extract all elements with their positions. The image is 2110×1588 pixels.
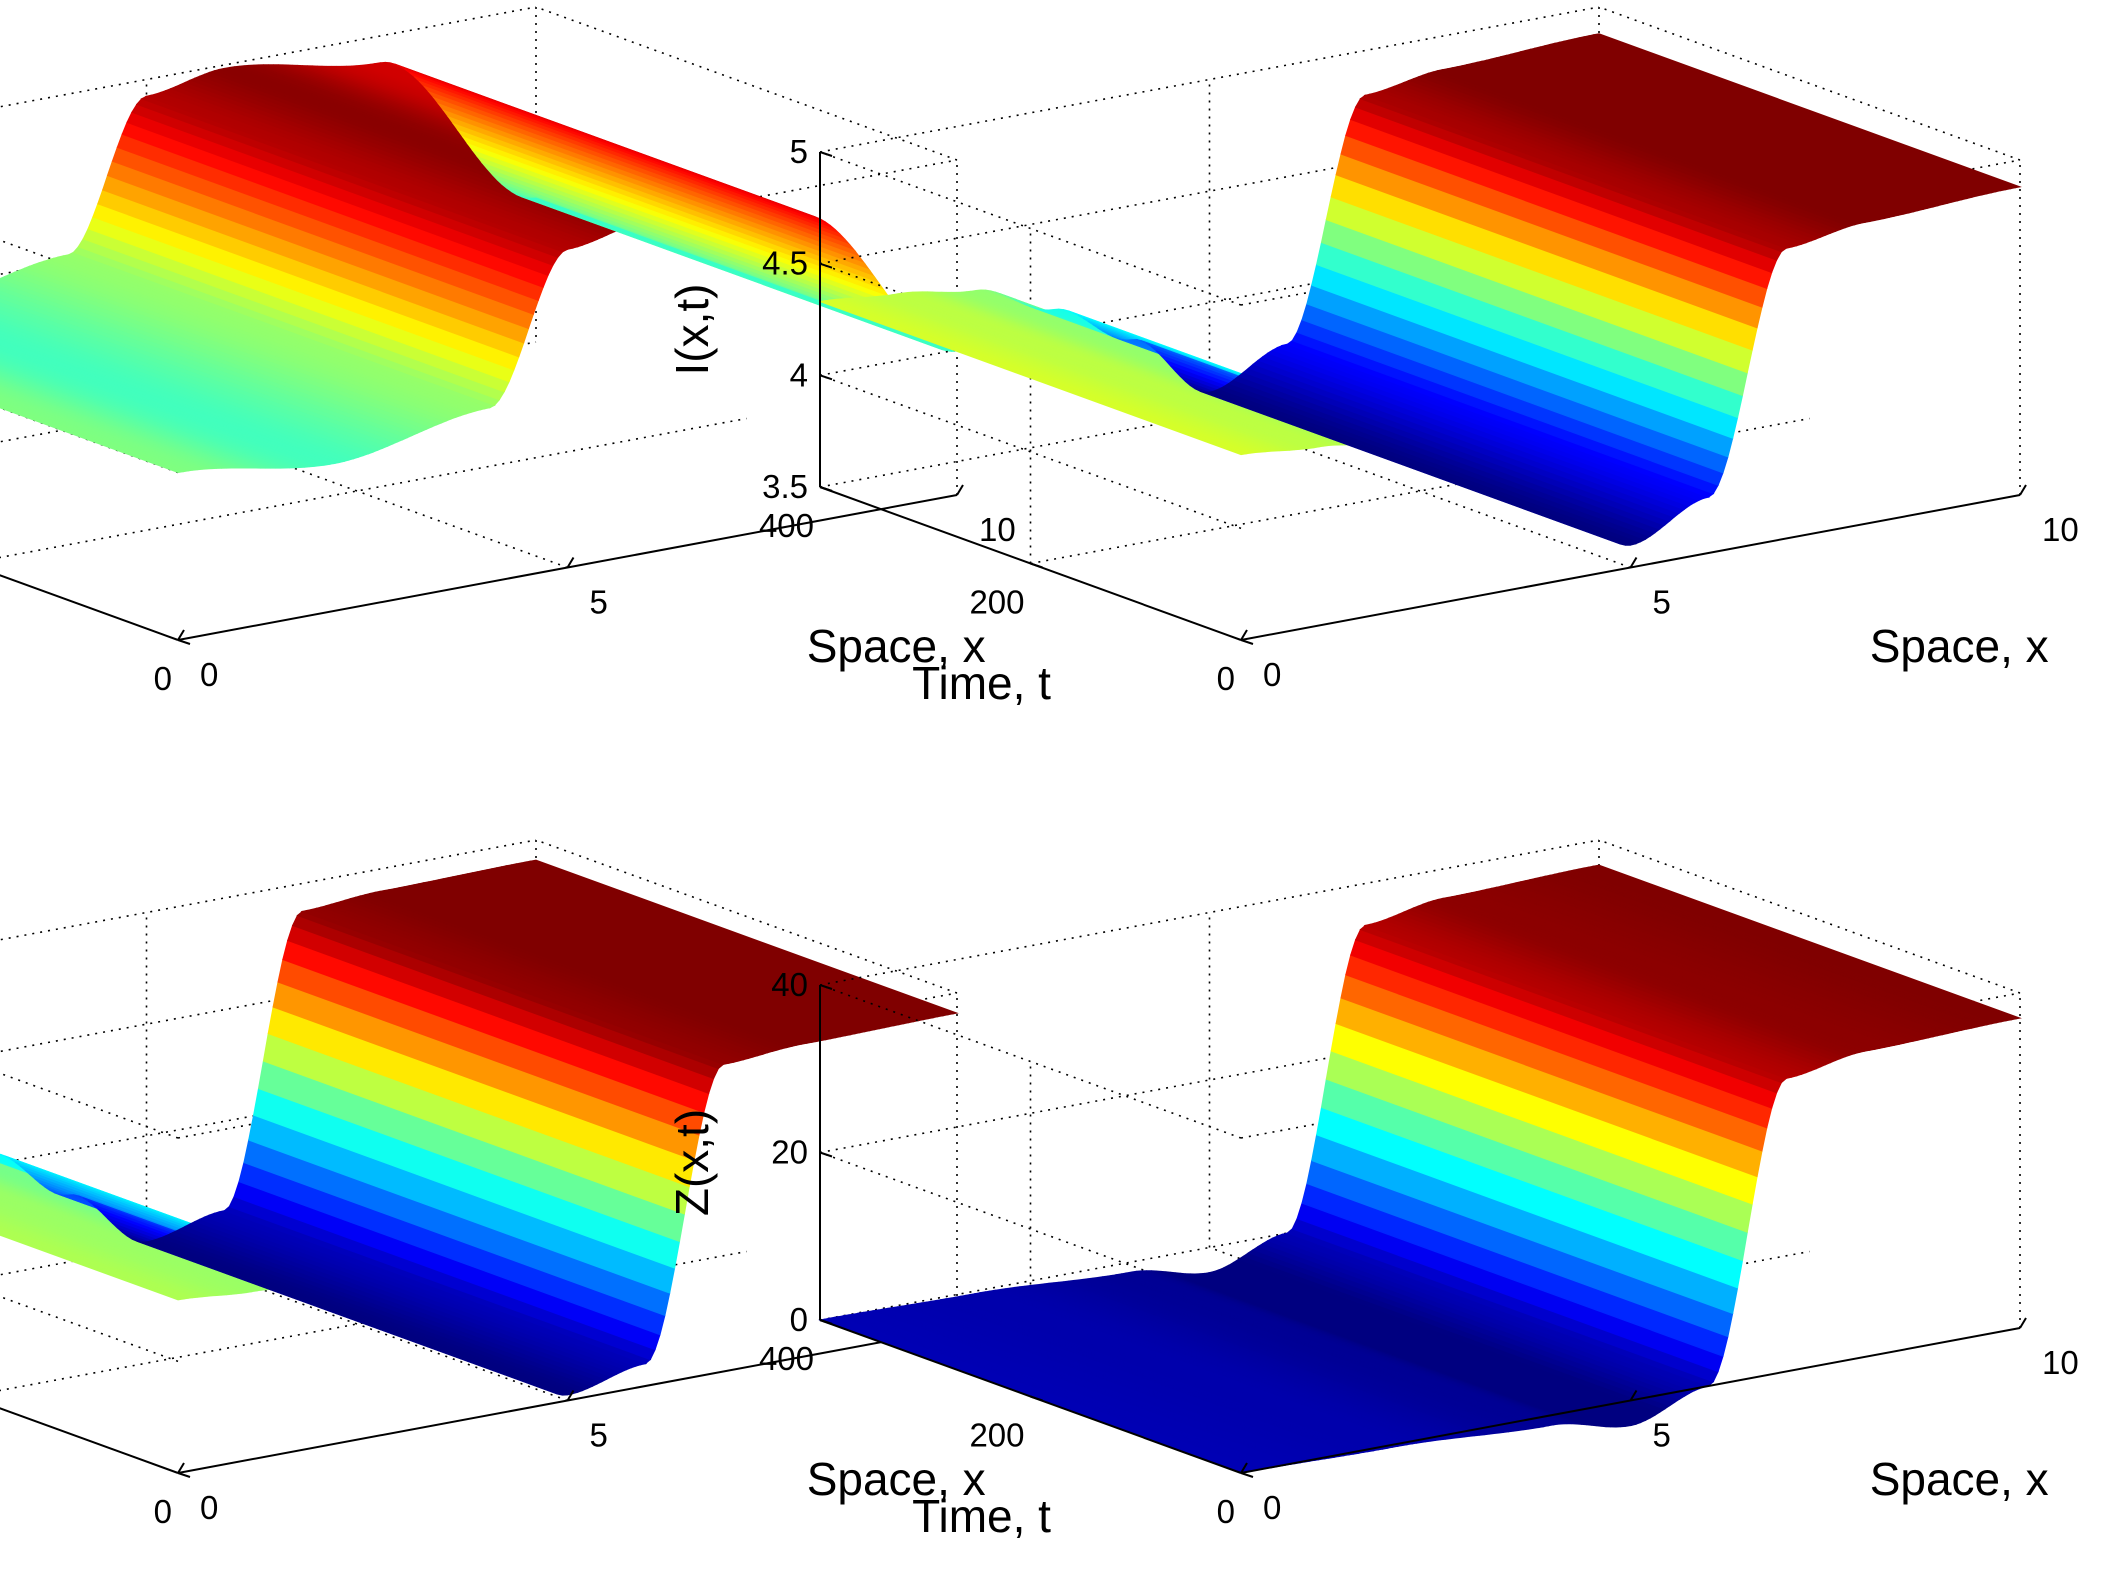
z-tick-label: 0 — [790, 1301, 808, 1338]
x-tick-label: 10 — [2042, 1344, 2079, 1381]
x-axis-label: Space, x — [1870, 1453, 2049, 1505]
x-tick-label: 0 — [200, 1489, 218, 1526]
surface — [0, 61, 958, 474]
surface — [818, 864, 2022, 1474]
x-tick-label: 0 — [200, 656, 218, 693]
surface-strip — [529, 859, 959, 1015]
z-tick-label: 4.5 — [762, 245, 808, 282]
surface-strip — [1592, 33, 2022, 189]
z-axis-label: I(x,t) — [666, 284, 718, 376]
z-tick-label: 20 — [771, 1134, 808, 1171]
x-tick-label: 0 — [1263, 656, 1281, 693]
surface — [818, 33, 2022, 546]
x-tick-label: 10 — [979, 511, 1016, 548]
z-tick-label: 4 — [790, 356, 808, 393]
y-tick-label: 0 — [154, 660, 172, 697]
z-tick-label: 40 — [771, 966, 808, 1003]
x-axis-label: Space, x — [807, 620, 986, 672]
y-tick-label: 200 — [969, 1417, 1024, 1454]
z-tick-label: 5 — [790, 133, 808, 170]
y-tick-label: 0 — [154, 1493, 172, 1530]
axes — [819, 151, 2027, 645]
y-tick-label: 400 — [759, 1340, 814, 1377]
z-tick-label: 3.5 — [762, 468, 808, 505]
y-tick-label: 400 — [759, 507, 814, 544]
x-axis-label: Space, x — [807, 1453, 986, 1505]
x-tick-label: 5 — [590, 1417, 608, 1454]
x-tick-label: 5 — [1653, 1417, 1671, 1454]
y-tick-label: 200 — [969, 584, 1024, 621]
y-axis-label: Time, t — [912, 657, 1051, 709]
y-axis-label: Time, t — [912, 1490, 1051, 1542]
surface-strip — [0, 285, 414, 439]
y-tick-label: 0 — [1217, 660, 1235, 697]
x-tick-label: 0 — [1263, 1489, 1281, 1526]
surface — [0, 859, 959, 1396]
y-tick-label: 0 — [1217, 1493, 1235, 1530]
axes — [819, 984, 2027, 1478]
x-tick-label: 5 — [590, 584, 608, 621]
x-tick-label: 5 — [1653, 584, 1671, 621]
surface-strip — [0, 281, 418, 437]
z-axis-label: Z(x,t) — [666, 1109, 718, 1216]
surface-strip — [1592, 864, 2022, 1020]
axes — [0, 484, 964, 645]
x-tick-label: 10 — [2042, 511, 2079, 548]
axes — [0, 1317, 964, 1478]
x-axis-label: Space, x — [1870, 620, 2049, 672]
